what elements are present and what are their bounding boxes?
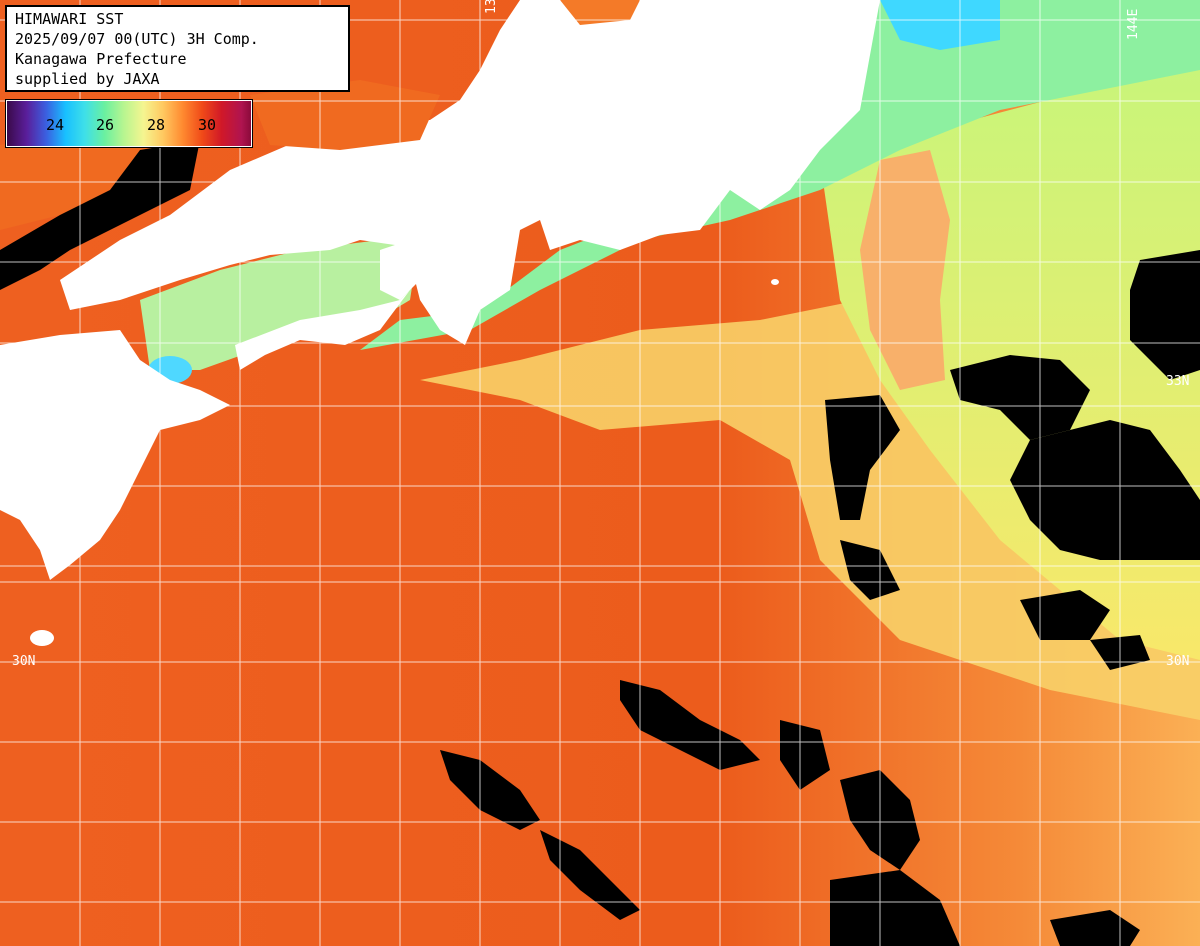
cloud-east-5 [840, 540, 900, 600]
legend-tick-24: 24 [46, 116, 65, 134]
cloud-south-4 [830, 870, 960, 946]
land-kii [380, 235, 430, 300]
info-box: HIMAWARI SST 2025/09/07 00(UTC) 3H Comp.… [5, 5, 350, 92]
cloud-south-2 [780, 720, 830, 790]
lat-label-33n: 33N [1166, 374, 1190, 389]
cloud-east-2 [950, 355, 1090, 440]
info-region: Kanagawa Prefecture [15, 50, 187, 68]
clouds [0, 140, 1200, 946]
legend-tick-28: 28 [147, 116, 166, 134]
info-title: HIMAWARI SST [15, 10, 124, 28]
sea-upper-left [250, 80, 440, 150]
land-island-4 [776, 135, 804, 175]
info-date: 2025/09/07 00(UTC) 3H Comp. [15, 30, 259, 48]
cloud-east-6 [1020, 590, 1110, 640]
legend-tick-26: 26 [96, 116, 115, 134]
sea-cyan-patch [880, 0, 1000, 50]
cloud-east-1 [825, 395, 900, 520]
lon-label-144e: 144E [1126, 8, 1141, 40]
color-legend: 24 26 28 30 [5, 99, 253, 148]
land-island-1 [30, 630, 54, 646]
land-island-3 [477, 151, 493, 179]
inland-sea [140, 235, 420, 370]
cloud-south-6 [540, 830, 640, 920]
legend-colorbar [7, 101, 251, 146]
lat-label-30n: 30N [12, 654, 36, 669]
legend-tick-30: 30 [198, 116, 217, 134]
cloud-east-4 [1130, 250, 1200, 380]
sea-warm-tongue [860, 150, 950, 390]
lat-label-30n-right: 30N [1166, 654, 1190, 669]
land-kyushu [0, 330, 230, 580]
land-island-2 [771, 279, 779, 285]
cloud-east-3 [1010, 420, 1200, 560]
cloud-south-1 [620, 680, 760, 770]
sea-upper-right [560, 0, 640, 25]
info-credit: supplied by JAXA [15, 70, 160, 88]
land-shikoku [235, 290, 410, 370]
land-honshu [0, 0, 880, 345]
cloud-south-7 [1050, 910, 1140, 946]
cloud-south-5 [440, 750, 540, 830]
cloud-sea-of-japan [0, 140, 200, 290]
lon-label-135e: 135E [484, 0, 499, 14]
land [0, 0, 880, 646]
